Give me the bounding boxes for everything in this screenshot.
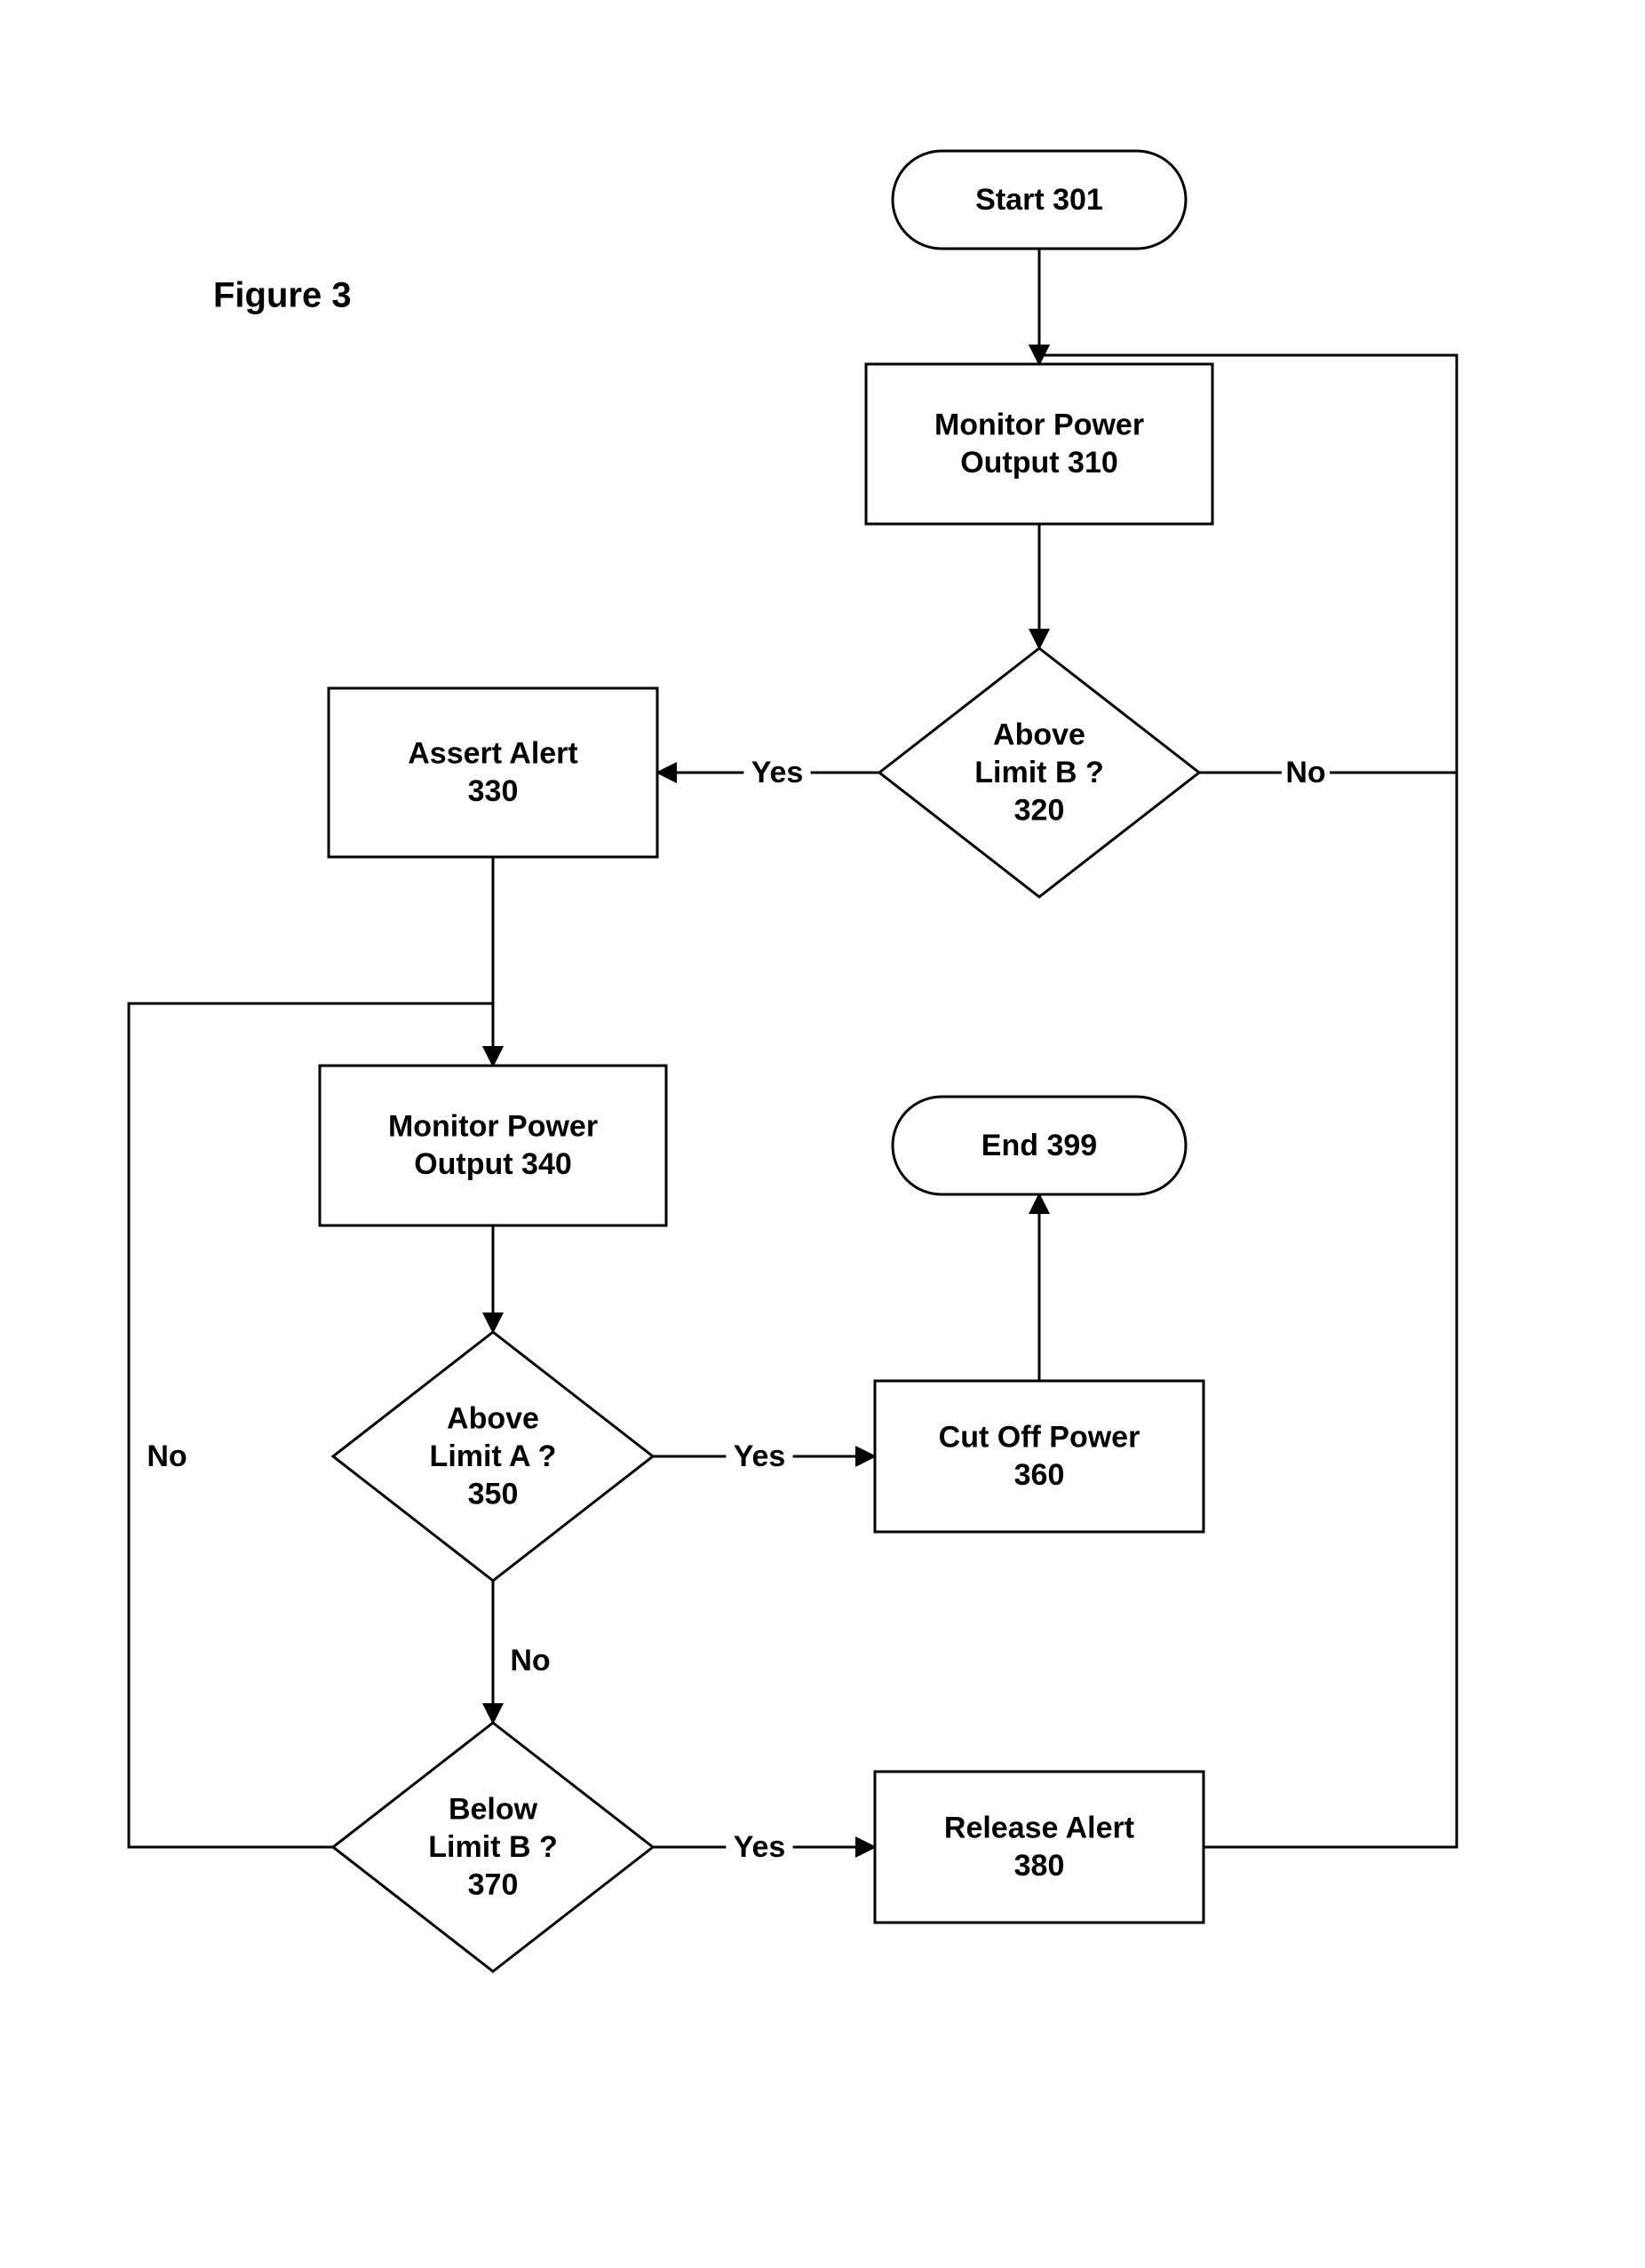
node-alert330-line-0: Assert Alert: [408, 737, 577, 771]
node-cut360-line-0: Cut Off Power: [939, 1421, 1140, 1455]
edge-label-dec320-mon310: No: [1285, 756, 1325, 789]
figure-title: Figure 3: [213, 276, 352, 315]
node-rel380-line-0: Release Alert: [944, 1812, 1134, 1845]
node-mon310: Monitor Power Output 310: [866, 364, 1212, 524]
edge-label-dec350-dec370: No: [510, 1644, 550, 1677]
edge-label-dec320-alert330: Yes: [751, 756, 804, 789]
node-end-line-0: End 399: [981, 1129, 1097, 1162]
node-dec370-line-2: 370: [468, 1868, 519, 1901]
edge-label-dec350-cut360: Yes: [734, 1439, 786, 1473]
node-cut360-line-1: 360: [1014, 1458, 1065, 1492]
flowchart-canvas: Figure 3 Yes No Yes No Yes No Start 301 Monitor …: [0, 0, 1645, 2268]
node-rel380-line-1: 380: [1014, 1849, 1065, 1883]
node-alert330-line-1: 330: [468, 774, 519, 808]
node-mon340-line-0: Monitor Power: [388, 1110, 598, 1144]
node-mon310-line-1: Output 310: [960, 446, 1118, 480]
node-dec320-line-0: Above: [993, 718, 1085, 751]
node-dec320: Above Limit B ? 320: [879, 648, 1199, 897]
node-start-line-0: Start 301: [975, 183, 1103, 217]
node-start: Start 301: [893, 151, 1186, 249]
edge-label-dec370-mon340: No: [147, 1439, 187, 1473]
node-dec370-line-1: Limit B ?: [428, 1830, 557, 1864]
node-dec370: Below Limit B ? 370: [333, 1723, 653, 1971]
edge-label-dec370-rel380: Yes: [734, 1830, 786, 1864]
node-dec320-line-1: Limit B ?: [974, 756, 1103, 789]
node-dec350-line-1: Limit A ?: [430, 1439, 557, 1473]
node-mon310-line-0: Monitor Power: [934, 408, 1144, 442]
node-mon340: Monitor PowerOutput 340: [320, 1066, 666, 1225]
node-dec350-line-0: Above: [447, 1401, 539, 1435]
node-dec350: Above Limit A ? 350: [333, 1332, 653, 1581]
node-rel380: Release Alert 380: [875, 1772, 1204, 1923]
node-mon340-line-1: Output 340: [414, 1147, 572, 1181]
node-alert330: Assert Alert330: [329, 688, 657, 857]
node-dec320-line-2: 320: [1014, 793, 1065, 827]
node-dec370-line-0: Below: [449, 1792, 538, 1826]
node-end: End 399: [893, 1097, 1186, 1194]
node-cut360: Cut Off Power360: [875, 1381, 1204, 1532]
node-dec350-line-2: 350: [468, 1477, 519, 1511]
